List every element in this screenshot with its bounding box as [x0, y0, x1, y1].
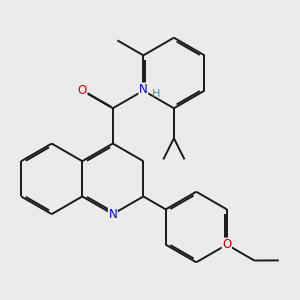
- Text: N: N: [139, 83, 148, 96]
- Text: H: H: [152, 89, 160, 99]
- Text: N: N: [108, 208, 117, 220]
- Text: O: O: [78, 84, 87, 97]
- Text: O: O: [222, 238, 232, 251]
